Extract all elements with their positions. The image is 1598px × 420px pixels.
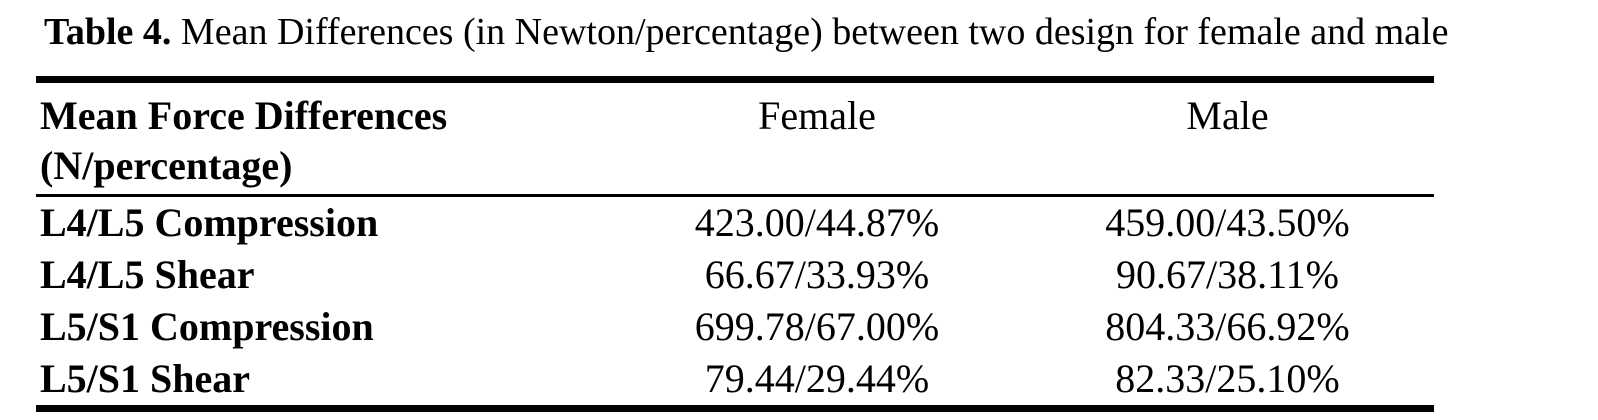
table-top-rule (36, 76, 1434, 83)
table-caption: Table 4. Mean Differences (in Newton/per… (44, 8, 1448, 56)
cell-male: 459.00/43.50% (1105, 200, 1350, 245)
cell-female: 423.00/44.87% (694, 200, 940, 245)
cell-male: 90.67/38.11% (1116, 252, 1339, 297)
table-caption-text: Mean Differences (in Newton/percentage) … (171, 11, 1449, 53)
header-female: Female (758, 93, 876, 138)
cell-female: 66.67/33.93% (704, 252, 930, 297)
table-row: L4/L5 Shear 66.67/33.93% 90.67/38.11% (36, 249, 1434, 301)
row-label: L4/L5 Compression (40, 200, 379, 245)
table-row: L4/L5 Compression 423.00/44.87% 459.00/4… (36, 197, 1434, 249)
header-first-line2: (N/percentage) (40, 143, 293, 188)
cell-female: 79.44/29.44% (704, 356, 930, 401)
table-header-row: Mean Force Differences (N/percentage) Fe… (36, 83, 1434, 194)
results-table: Mean Force Differences (N/percentage) Fe… (36, 76, 1434, 412)
data-table-body: L4/L5 Compression 423.00/44.87% 459.00/4… (36, 197, 1434, 405)
table-row: L5/S1 Compression 699.78/67.00% 804.33/6… (36, 301, 1434, 353)
cell-male: 804.33/66.92% (1105, 304, 1350, 349)
row-label: L5/S1 Shear (40, 356, 251, 401)
row-label: L4/L5 Shear (40, 252, 255, 297)
table-row: L5/S1 Shear 79.44/29.44% 82.33/25.10% (36, 353, 1434, 405)
table-caption-label: Table 4. (44, 11, 172, 53)
data-table: Mean Force Differences (N/percentage) Fe… (36, 83, 1434, 194)
row-label: L5/S1 Compression (40, 304, 374, 349)
cell-male: 82.33/25.10% (1115, 356, 1340, 401)
table-bottom-rule (36, 405, 1434, 412)
header-mean-force-differences: Mean Force Differences (N/percentage) (36, 83, 613, 194)
header-male: Male (1186, 93, 1269, 138)
cell-female: 699.78/67.00% (694, 304, 940, 349)
header-first-line1: Mean Force Differences (40, 93, 448, 138)
table-header-rule (36, 194, 1434, 197)
